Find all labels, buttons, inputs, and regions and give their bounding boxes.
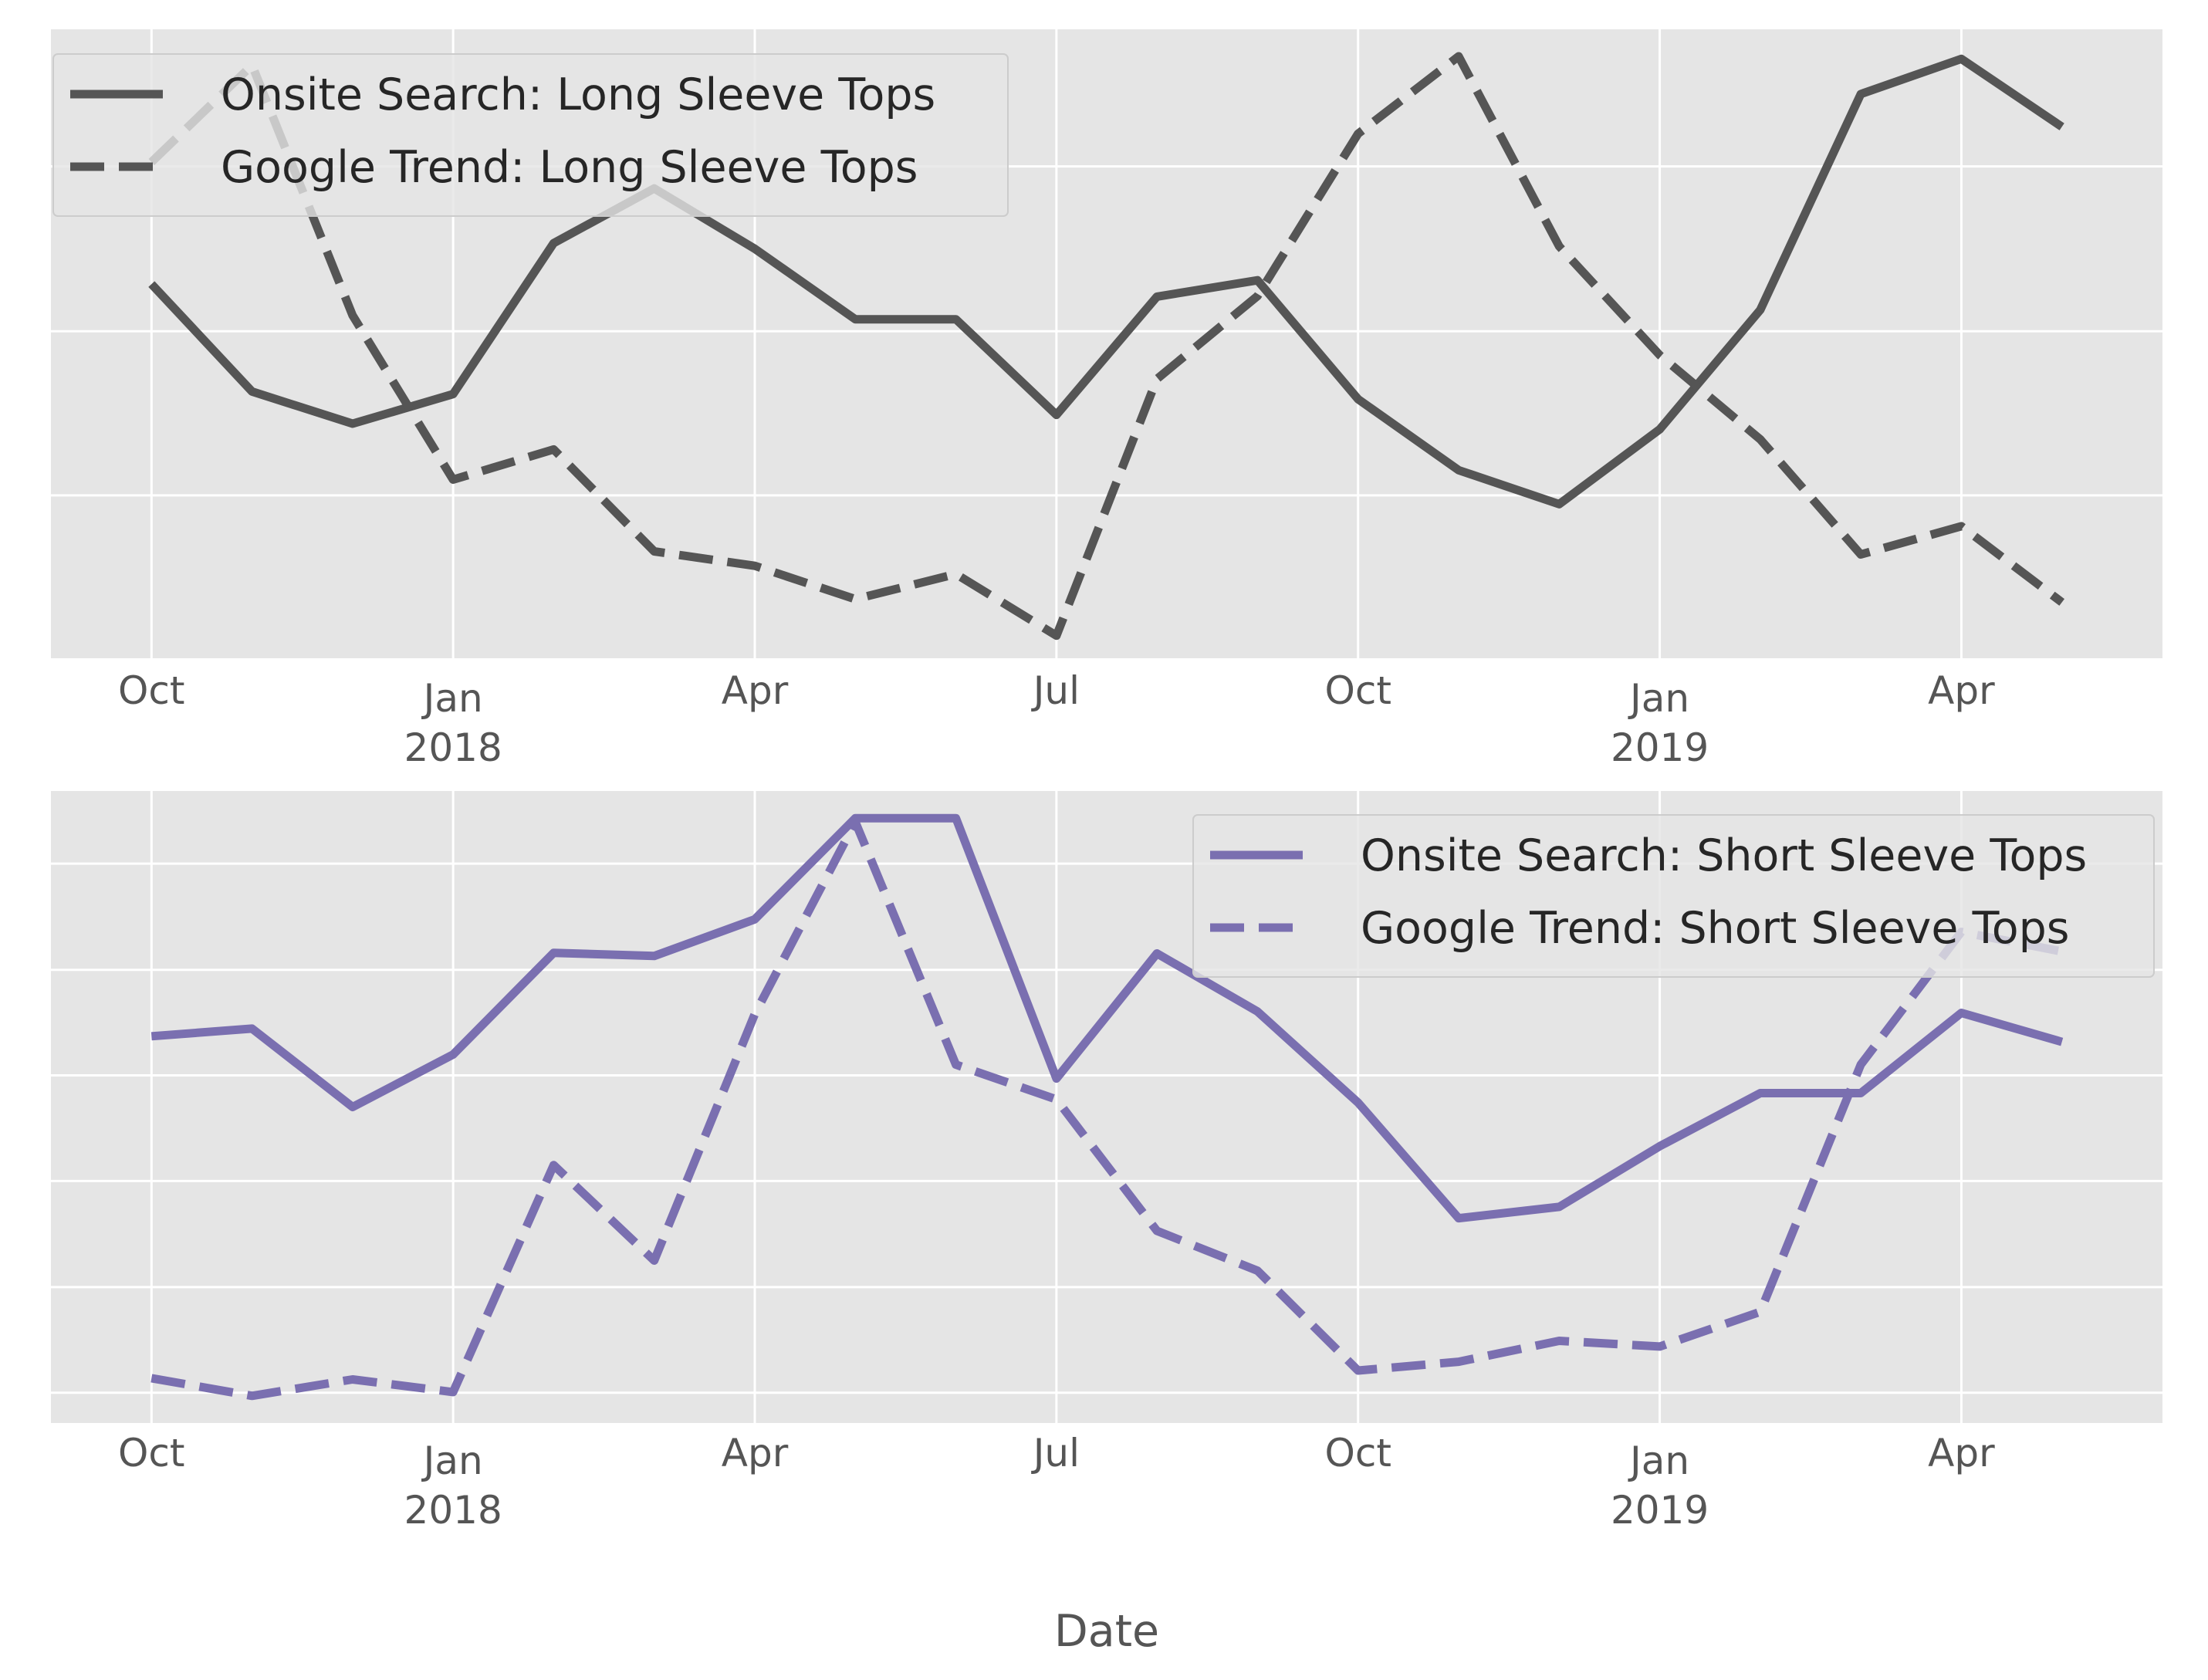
x-tick-label: Jan: [421, 676, 483, 721]
x-tick-year-label: 2019: [1611, 725, 1709, 770]
x-tick-label: Jan: [1628, 676, 1689, 721]
x-tick-label: Oct: [1324, 1431, 1391, 1475]
series-line-onsite-search: [148, 54, 2064, 509]
x-tick-year-label: 2019: [1611, 1488, 1709, 1533]
x-tick-label: Oct: [1324, 668, 1391, 713]
x-tick-label: Apr: [1928, 1431, 1995, 1475]
bottom-legend: Onsite Search: Short Sleeve Tops Google …: [1192, 814, 2155, 978]
top-legend-box: [52, 53, 1009, 217]
bottom-panel: Oct Jan 2018 Apr Jul Oct Jan 2019 Apr Onsite Sea…: [51, 791, 2162, 1533]
x-tick-label: Oct: [118, 668, 184, 713]
bottom-x-tick-labels: Oct Jan 2018 Apr Jul Oct Jan 2019 Apr: [118, 1431, 1995, 1533]
x-tick-label: Apr: [1928, 668, 1995, 713]
legend-label-onsite-long: Onsite Search: Long Sleeve Tops: [221, 69, 935, 120]
legend-label-onsite-short: Onsite Search: Short Sleeve Tops: [1361, 830, 2087, 881]
x-tick-label: Apr: [722, 1431, 789, 1475]
x-tick-year-label: 2018: [404, 1488, 502, 1533]
x-tick-label: Jan: [421, 1438, 483, 1483]
x-tick-label: Oct: [118, 1431, 184, 1475]
x-tick-label: Apr: [722, 668, 789, 713]
x-tick-label: Jul: [1031, 668, 1080, 713]
top-series-lines: [148, 52, 2065, 641]
top-legend: Onsite Search: Long Sleeve Tops Google T…: [52, 53, 1009, 217]
x-tick-label: Jul: [1031, 1431, 1080, 1475]
bottom-series-lines: [150, 813, 2064, 1401]
series-line-google-trend: [150, 817, 2063, 1401]
x-tick-year-label: 2018: [404, 725, 502, 770]
x-tick-label: Jan: [1628, 1438, 1689, 1483]
x-axis-title: Date: [1054, 1606, 1159, 1657]
series-line-google-trend: [148, 52, 2065, 641]
legend-label-google-long: Google Trend: Long Sleeve Tops: [221, 142, 918, 193]
legend-label-google-short: Google Trend: Short Sleeve Tops: [1361, 903, 2070, 954]
bottom-legend-box: [1192, 814, 2155, 978]
series-line-onsite-search: [150, 813, 2064, 1223]
